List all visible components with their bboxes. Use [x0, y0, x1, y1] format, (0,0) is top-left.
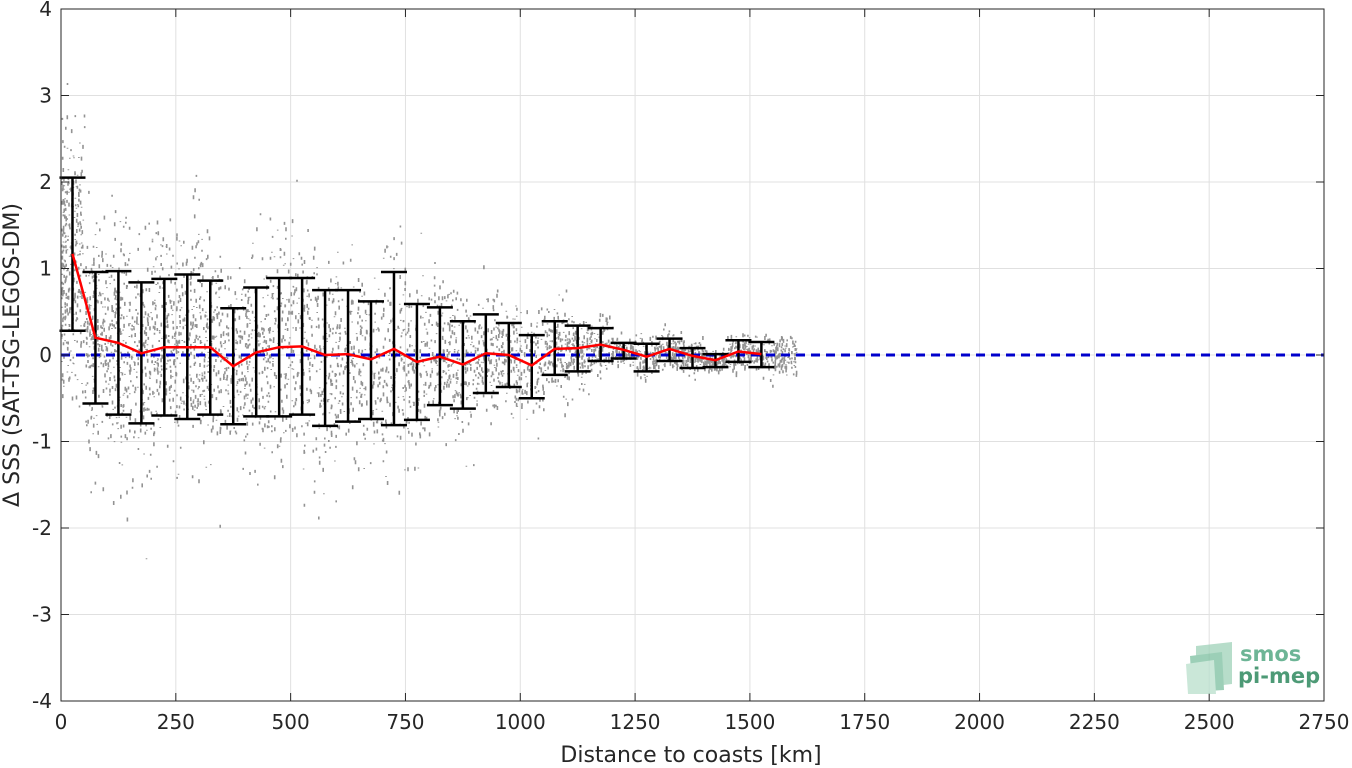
- logo-smos-text: smos: [1240, 642, 1301, 666]
- x-tick-label: 2250: [1069, 710, 1120, 734]
- x-tick-label: 1750: [839, 710, 890, 734]
- y-tick-label: 3: [39, 84, 52, 108]
- x-tick-label: 750: [386, 710, 424, 734]
- smos-pi-mep-logo: smos pi-mep: [1186, 642, 1320, 694]
- y-tick-label: -3: [32, 603, 52, 627]
- y-tick-label: 2: [39, 170, 52, 194]
- x-tick-labels: 0 250 500 750 1000 1250 1500 1750 2000 2250 2500 27…: [55, 710, 1350, 734]
- x-tick-label: 0: [55, 710, 68, 734]
- y-tick-label: -4: [32, 689, 52, 713]
- scatter-points: [61, 83, 798, 560]
- error-bars: [59, 176, 775, 428]
- y-tick-label: -1: [32, 430, 52, 454]
- x-tick-label: 500: [272, 710, 310, 734]
- x-tick-label: 1500: [724, 710, 775, 734]
- y-tick-label: 1: [39, 257, 52, 281]
- y-tick-label: 0: [39, 343, 52, 367]
- x-tick-label: 250: [157, 710, 195, 734]
- x-tick-label: 1000: [495, 710, 546, 734]
- axes-frame: [60, 8, 1325, 702]
- x-tick-label: 2500: [1184, 710, 1235, 734]
- y-tick-label: -2: [32, 516, 52, 540]
- x-axis-label: Distance to coasts [km]: [560, 743, 821, 768]
- y-axis-label: Δ SSS (SAT-TSG-LEGOS-DM): [0, 203, 25, 507]
- mean-series-line: [71, 253, 762, 368]
- x-tick-label: 2000: [954, 710, 1005, 734]
- logo-mark-icon: [1186, 642, 1232, 694]
- x-tick-label: 2750: [1299, 710, 1350, 734]
- mean-line: [71, 253, 762, 368]
- logo-pi-mep-text: pi-mep: [1238, 664, 1320, 688]
- y-tick-labels: -4 -3 -2 -1 0 1 2 3 4: [32, 0, 52, 713]
- scatter-cloud: [61, 83, 798, 560]
- y-tick-label: 4: [39, 0, 52, 21]
- x-tick-label: 1250: [610, 710, 661, 734]
